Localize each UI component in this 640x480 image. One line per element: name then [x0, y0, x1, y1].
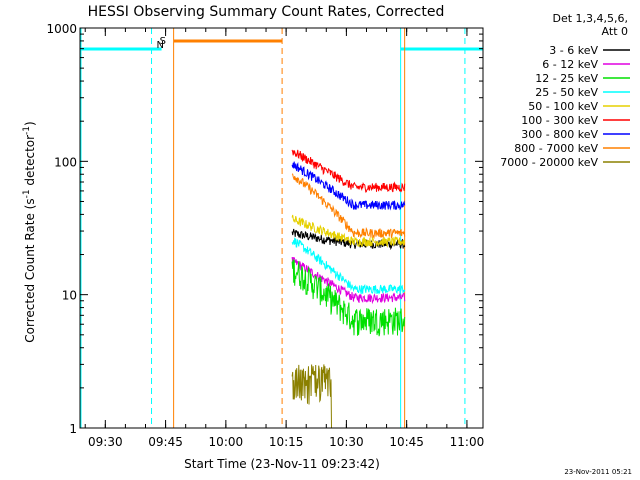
series-line — [291, 161, 406, 211]
series-line — [291, 173, 406, 240]
x-tick-label: 10:45 — [389, 435, 424, 449]
x-tick-label: 09:30 — [88, 435, 123, 449]
x-tick-label: 09:45 — [148, 435, 183, 449]
legend-title: Det 1,3,4,5,6, — [552, 12, 628, 25]
y-tick-label: 10 — [62, 289, 77, 303]
x-tick-label: 10:15 — [269, 435, 304, 449]
legend-label: 300 - 800 keV — [521, 128, 598, 141]
legend-label: 800 - 7000 keV — [514, 142, 598, 155]
x-axis-label: Start Time (23-Nov-11 09:23:42) — [184, 457, 380, 471]
x-tick-label: 10:00 — [209, 435, 244, 449]
legend-label: 6 - 12 keV — [542, 58, 598, 71]
y-tick-label: 100 — [54, 155, 77, 169]
timestamp: 23-Nov-2011 05:21 — [564, 468, 632, 476]
series-line — [291, 259, 406, 337]
axes: 09:30 09:45 10:00 10:15 10:30 10:45 11:00 1 10 10… — [46, 22, 484, 449]
legend-label: 25 - 50 keV — [535, 86, 598, 99]
y-tick-label: 1000 — [46, 22, 77, 36]
legend-label: 12 - 25 keV — [535, 72, 598, 85]
legend-label: 50 - 100 keV — [528, 100, 598, 113]
series-line — [291, 237, 406, 295]
x-tick-label: 11:00 — [450, 435, 485, 449]
series-line — [291, 257, 406, 305]
series-line — [291, 364, 405, 429]
legend-title: Att 0 — [602, 25, 628, 38]
legend-label: 100 - 300 keV — [521, 114, 598, 127]
x-tick-label: 10:30 — [329, 435, 364, 449]
legend-label: 7000 - 20000 keV — [500, 156, 598, 169]
annotation-s: S — [160, 36, 166, 47]
plot-area: NS — [80, 28, 483, 429]
y-axis-label: Corrected Count Rate (s-1 detector-1) — [22, 121, 37, 342]
annotation-n: N — [157, 40, 164, 51]
chart-title: HESSI Observing Summary Count Rates, Cor… — [88, 4, 445, 20]
series-line — [291, 214, 406, 248]
y-tick-label: 1 — [69, 422, 77, 436]
plot-frame — [79, 27, 484, 429]
series-line — [291, 149, 406, 193]
legend-label: 3 - 6 keV — [549, 44, 598, 57]
